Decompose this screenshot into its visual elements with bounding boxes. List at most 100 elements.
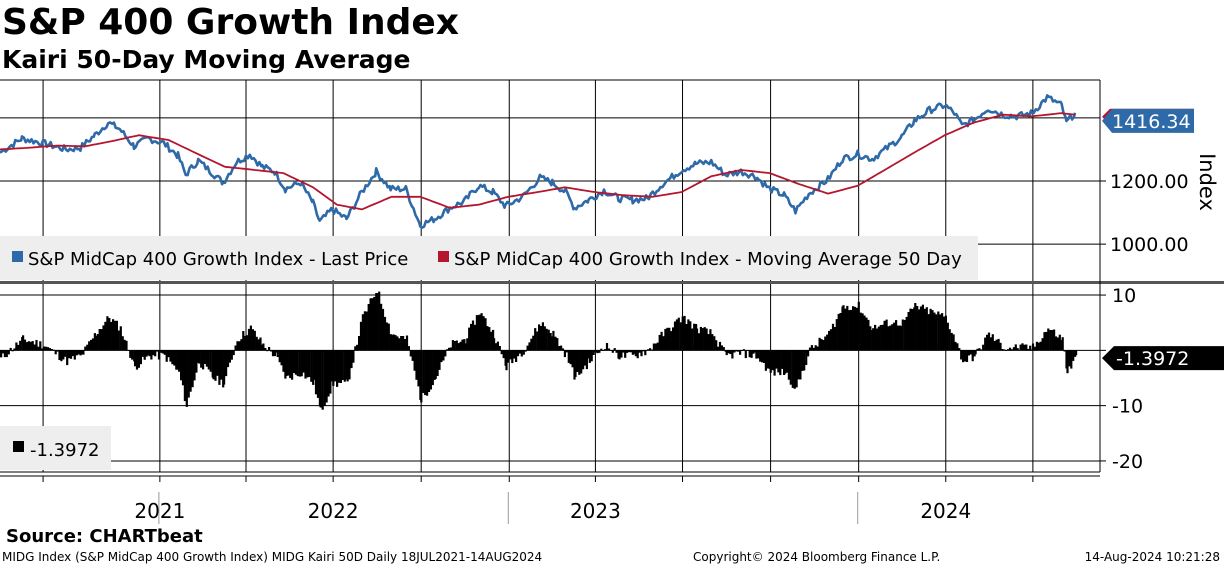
kairi-bar: [588, 350, 591, 363]
kairi-bar: [308, 350, 311, 377]
kairi-bar: [810, 345, 813, 351]
y-axis-label-upper: Index: [1195, 153, 1219, 211]
kairi-bar: [956, 343, 959, 351]
kairi-bar: [137, 350, 140, 368]
kairi-bar: [818, 337, 821, 351]
kairi-bar: [822, 340, 825, 351]
kairi-bar: [422, 350, 425, 393]
kairi-bar: [415, 350, 418, 380]
kairi-bar: [842, 305, 845, 351]
legend-layer: S&P MidCap 400 Growth Index - Last Price…: [0, 236, 978, 470]
kairi-bar: [500, 350, 503, 355]
footer-description: MIDG Index (S&P MidCap 400 Growth Index)…: [2, 550, 543, 564]
axis-layer: 1000.00 1200.00 Index 10 -10 -20 1416.34 -1.397…: [0, 108, 1224, 524]
kairi-bar: [541, 322, 544, 351]
kairi-bar: [795, 350, 798, 388]
kairi-bar: [502, 350, 505, 359]
kairi-bar: [939, 314, 942, 351]
kairi-bar: [967, 350, 970, 356]
kairi-bar: [600, 348, 603, 351]
kairi-bar: [859, 312, 862, 351]
kairi-bar: [1051, 330, 1054, 351]
kairi-bar: [84, 346, 87, 351]
legend-swatch-ma: [438, 251, 449, 262]
kairi-bar: [518, 350, 521, 354]
kairi-bar: [505, 350, 508, 371]
kairi-bar: [713, 336, 716, 351]
kairi-bar: [25, 342, 28, 351]
price-last-value-label: 1416.34: [1112, 111, 1191, 133]
kairi-bar: [165, 350, 168, 362]
kairi-bar: [526, 345, 529, 351]
kairi-bar: [574, 350, 577, 377]
kairi-bar: [701, 328, 704, 351]
kairi-bar: [848, 310, 851, 351]
kairi-bar: [13, 348, 16, 351]
kairi-bar: [779, 350, 782, 376]
kairi-bar: [675, 319, 678, 351]
kairi-bar: [280, 350, 283, 366]
kairi-bar: [337, 350, 341, 383]
kairi-bar: [82, 350, 85, 355]
kairi-bar: [325, 350, 328, 403]
kairi-bar: [1039, 341, 1042, 351]
kairi-bar: [246, 335, 249, 351]
kairi-bar: [150, 350, 153, 360]
kairi-bar: [167, 350, 170, 358]
kairi-bar: [735, 350, 738, 352]
kairi-bar: [543, 326, 546, 351]
kairi-bar: [863, 315, 866, 351]
kairi-bar: [580, 350, 583, 374]
x-year-label: 2021: [134, 499, 185, 523]
kairi-bar: [486, 326, 489, 351]
kairi-bar: [361, 314, 364, 351]
kairi-bar: [766, 350, 769, 369]
kairi-bar: [23, 339, 27, 351]
kairi-bar: [306, 350, 309, 378]
kairi-bar: [563, 350, 566, 358]
kairi-bar: [681, 316, 684, 351]
kairi-bar: [365, 311, 368, 351]
kairi-bar: [39, 341, 42, 351]
kairi-bar: [672, 327, 675, 351]
kairi-bar: [978, 348, 981, 351]
kairi-bar: [509, 350, 512, 360]
kairi-bar: [316, 350, 320, 398]
kairi-bar: [691, 328, 694, 351]
kairi-bar: [578, 350, 581, 375]
kairi-bar: [438, 350, 441, 370]
kairi-bar: [556, 338, 559, 351]
kairi-bar: [596, 350, 599, 354]
kairi-bar: [909, 308, 912, 351]
kairi-bar: [17, 344, 20, 351]
kairi-bar: [113, 320, 117, 351]
kairi-bar: [709, 329, 712, 351]
kairi-bar: [413, 350, 416, 371]
kairi-bar: [867, 319, 870, 351]
kairi-bar: [814, 345, 817, 351]
kairi-bar: [927, 314, 930, 351]
kairi-bar: [94, 335, 97, 351]
kairi-bar: [718, 341, 722, 351]
kairi-bar: [592, 350, 595, 355]
kairi-last-value-tag: [1102, 346, 1224, 371]
kairi-bar: [567, 350, 570, 363]
kairi-bar: [1049, 330, 1052, 351]
kairi-bar: [363, 311, 366, 351]
kairi-bar: [647, 349, 650, 351]
kairi-bar: [285, 350, 288, 376]
kairi-bar: [264, 348, 267, 351]
kairi-bar: [276, 350, 279, 357]
kairi-bar: [677, 317, 680, 351]
kairi-bar: [872, 328, 875, 351]
kairi-bar: [37, 346, 40, 351]
kairi-bar: [687, 319, 690, 351]
kairi-bar: [444, 350, 447, 357]
footer-timestamp: 14-Aug-2024 10:21:28: [1084, 550, 1220, 564]
kairi-bar: [198, 350, 201, 364]
kairi-bar: [455, 340, 458, 351]
kairi-bar: [203, 350, 207, 364]
kairi-bar: [850, 309, 853, 351]
legend-swatch-kairi: [13, 441, 24, 452]
kairi-bar: [1066, 350, 1069, 374]
